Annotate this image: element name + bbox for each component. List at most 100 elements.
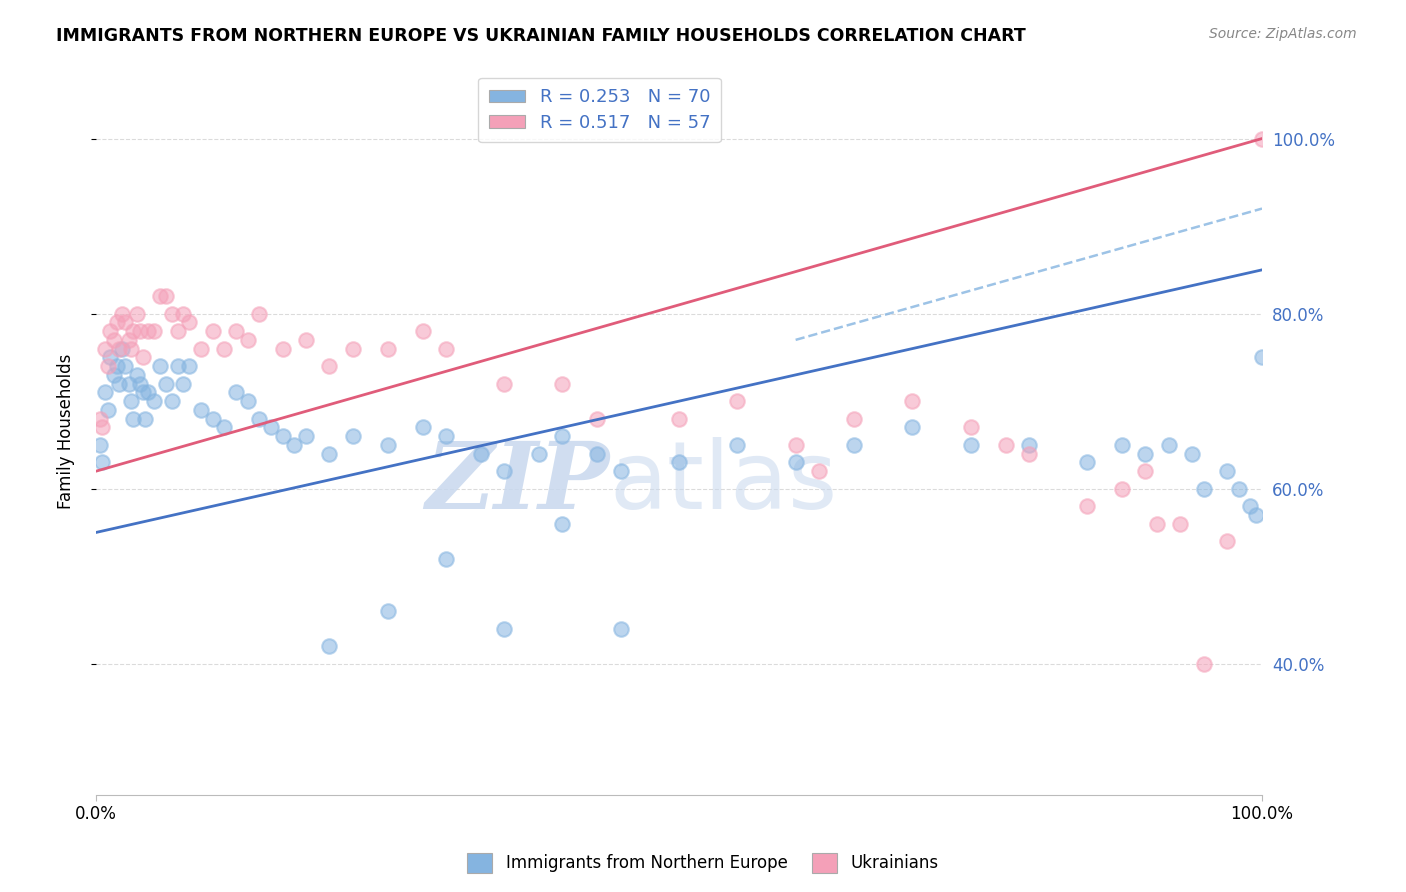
Point (318, 639, 340, 653)
Point (494, 464, 516, 478)
Point (108, 376, 131, 391)
Point (842, 438, 865, 452)
Text: ZIP: ZIP (425, 438, 609, 528)
Point (122, 411, 145, 425)
Point (609, 622, 631, 636)
Point (247, 411, 270, 425)
Point (260, 420, 283, 434)
Point (434, 342, 457, 356)
Point (494, 376, 516, 391)
Point (149, 359, 172, 373)
Point (318, 447, 340, 461)
Point (342, 342, 364, 356)
Point (994, 438, 1017, 452)
Point (377, 438, 399, 452)
Point (785, 438, 807, 452)
Point (586, 411, 609, 425)
Point (1111, 438, 1133, 452)
Point (668, 455, 690, 469)
Point (94, 385, 117, 400)
Point (1181, 447, 1204, 461)
Point (1018, 438, 1040, 452)
Point (225, 324, 247, 338)
Point (411, 420, 433, 434)
Point (108, 342, 131, 356)
Point (120, 394, 142, 409)
Text: Source: ZipAtlas.com: Source: ZipAtlas.com (1209, 27, 1357, 41)
Text: atlas: atlas (609, 437, 838, 529)
Point (214, 420, 236, 434)
Point (131, 351, 153, 365)
Point (138, 385, 160, 400)
Point (1157, 438, 1180, 452)
Point (103, 368, 125, 382)
Point (179, 359, 201, 373)
Point (551, 376, 574, 391)
Point (90, 455, 112, 469)
Point (129, 376, 152, 391)
Point (105, 315, 128, 329)
Point (172, 376, 194, 391)
Point (103, 333, 125, 347)
Point (120, 342, 142, 356)
Point (143, 324, 166, 338)
Point (1111, 482, 1133, 496)
Point (114, 359, 136, 373)
Point (1135, 464, 1157, 478)
Point (125, 307, 148, 321)
Point (190, 342, 212, 356)
Point (295, 333, 318, 347)
Point (377, 342, 399, 356)
Point (586, 447, 609, 461)
Point (160, 394, 183, 409)
Point (551, 429, 574, 443)
Point (149, 289, 172, 303)
Point (225, 385, 247, 400)
Y-axis label: Family Households: Family Households (58, 354, 75, 509)
Point (725, 438, 748, 452)
Point (901, 394, 924, 409)
Point (1244, 508, 1267, 522)
Point (134, 411, 156, 425)
Point (411, 324, 433, 338)
Point (247, 307, 270, 321)
Point (190, 403, 212, 417)
Point (959, 420, 981, 434)
Point (901, 420, 924, 434)
Point (494, 622, 516, 636)
Point (89, 411, 111, 425)
Point (1251, 131, 1274, 145)
Point (172, 307, 194, 321)
Point (271, 342, 294, 356)
Point (118, 376, 141, 391)
Point (236, 394, 259, 409)
Point (1135, 447, 1157, 461)
Text: IMMIGRANTS FROM NORTHERN EUROPE VS UKRAINIAN FAMILY HOUSEHOLDS CORRELATION CHART: IMMIGRANTS FROM NORTHERN EUROPE VS UKRAI… (56, 27, 1026, 45)
Point (271, 429, 294, 443)
Point (668, 411, 690, 425)
Point (155, 376, 177, 391)
Point (155, 289, 177, 303)
Point (1251, 351, 1274, 365)
Point (179, 315, 201, 329)
Point (105, 359, 128, 373)
Point (1076, 455, 1098, 469)
Point (1170, 516, 1192, 531)
Point (725, 394, 748, 409)
Point (201, 411, 224, 425)
Point (1227, 482, 1250, 496)
Point (1239, 499, 1261, 513)
Point (377, 604, 399, 618)
Point (342, 429, 364, 443)
Point (785, 455, 807, 469)
Point (97, 403, 120, 417)
Point (1076, 499, 1098, 513)
Point (236, 333, 259, 347)
Point (118, 333, 141, 347)
Point (807, 464, 830, 478)
Point (470, 447, 492, 461)
Point (283, 438, 305, 452)
Point (201, 324, 224, 338)
Point (1192, 482, 1215, 496)
Point (129, 324, 152, 338)
